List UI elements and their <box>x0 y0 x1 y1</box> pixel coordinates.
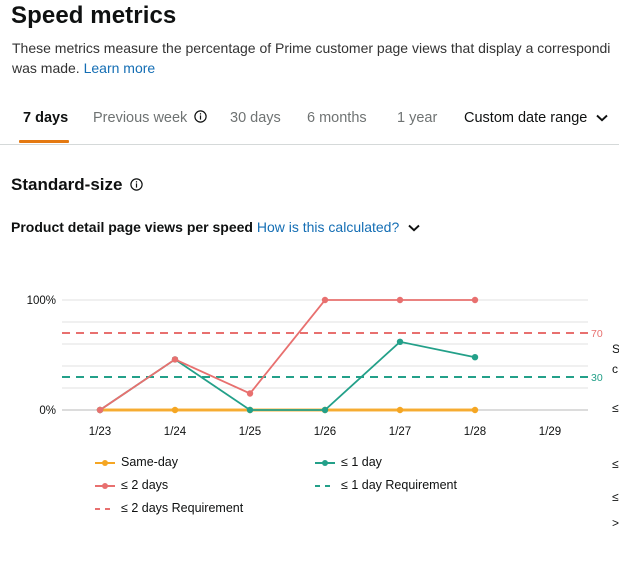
chevron-down-icon <box>596 114 609 122</box>
y-tick-label: 100% <box>27 295 56 307</box>
legend-label: ≤ 2 days Requirement <box>121 501 244 515</box>
chart-subheading: Product detail page views per speed How … <box>11 219 420 235</box>
legend-line-swatch <box>95 460 115 466</box>
legend-item[interactable]: ≤ 1 day <box>315 455 382 469</box>
description-text-line2: was made. <box>12 60 80 76</box>
tab-label: Previous week <box>93 110 188 126</box>
tab-label: 30 days <box>230 110 281 126</box>
data-point <box>396 296 404 304</box>
data-point <box>471 296 479 304</box>
data-point <box>171 356 179 363</box>
tab-7-days[interactable]: 7 days <box>23 110 68 126</box>
info-icon[interactable] <box>194 110 208 123</box>
info-icon[interactable] <box>130 178 143 191</box>
tab-custom-date-range[interactable]: Custom date range <box>464 110 609 126</box>
series-line <box>99 340 476 411</box>
series-line <box>99 299 475 411</box>
page-title: Speed metrics <box>11 2 177 29</box>
how-calculated-link[interactable]: How is this calculated? <box>256 219 400 235</box>
legend-item[interactable]: ≤ 2 days <box>95 478 168 492</box>
tab-label: 7 days <box>23 110 69 126</box>
reference-line-label: 70 <box>591 328 603 340</box>
y-tick-label: 0% <box>39 405 56 417</box>
tab-6-months[interactable]: 6 months <box>307 110 367 126</box>
legend-item[interactable]: Same-day <box>95 455 178 469</box>
legend-item[interactable]: ≤ 1 day Requirement <box>315 478 457 492</box>
x-tick-label: 1/27 <box>389 426 411 438</box>
x-tick-label: 1/24 <box>164 426 187 438</box>
data-point <box>246 390 254 397</box>
data-point <box>396 406 404 414</box>
data-point <box>471 354 479 361</box>
description-text: These metrics measure the percentage of … <box>12 40 611 56</box>
data-point <box>396 338 404 345</box>
legend-dash-swatch <box>315 485 335 487</box>
tab-label: 1 year <box>397 110 438 126</box>
reference-line-label: 30 <box>591 372 603 384</box>
data-point <box>321 296 329 304</box>
x-tick-label: 1/26 <box>314 426 336 438</box>
legend-label: ≤ 2 days <box>121 478 169 492</box>
x-tick-label: 1/25 <box>239 426 261 438</box>
x-tick-label: 1/29 <box>539 426 561 438</box>
tab-previous-week[interactable]: Previous week <box>93 110 208 126</box>
active-tab-indicator <box>19 140 69 143</box>
legend-item[interactable]: ≤ 2 days Requirement <box>95 501 243 515</box>
date-range-tabs: 7 days Previous week 30 days 6 months 1 … <box>0 106 619 145</box>
tab-label: Custom date range <box>464 110 588 126</box>
x-tick-label: 1/28 <box>464 426 486 438</box>
side-panel-fragment: ≤ <box>612 457 619 471</box>
data-point <box>471 406 479 414</box>
legend-label: Same-day <box>121 455 178 469</box>
tab-1-year[interactable]: 1 year <box>397 110 437 126</box>
legend-line-swatch <box>95 483 115 489</box>
side-panel-fragment: S <box>612 342 619 356</box>
page-description: These metrics measure the percentage of … <box>12 38 619 78</box>
learn-more-link[interactable]: Learn more <box>83 60 156 76</box>
data-point <box>96 406 104 414</box>
tab-label: 6 months <box>307 110 367 126</box>
chart-subheading-label: Product detail page views per speed <box>11 219 253 235</box>
side-panel-fragment: ≤ <box>612 490 619 504</box>
side-panel-fragment: > <box>612 516 619 530</box>
section-title-text: Standard-size <box>11 175 123 194</box>
legend-label: ≤ 1 day Requirement <box>341 478 457 492</box>
chevron-down-icon[interactable] <box>408 224 420 232</box>
legend-label: ≤ 1 day <box>341 455 382 469</box>
legend-dash-swatch <box>95 508 115 510</box>
data-point <box>171 406 179 414</box>
side-panel-fragment: ≤ <box>612 401 619 415</box>
data-point <box>246 406 254 414</box>
side-panel-fragment: c <box>612 362 618 376</box>
section-title: Standard-size <box>11 175 143 195</box>
tab-30-days[interactable]: 30 days <box>230 110 281 126</box>
data-point <box>321 406 329 414</box>
speed-line-chart: 100% 0% 30 70 1/23 1/24 1/25 1/26 1/27 1/28 1/29 <box>27 295 603 438</box>
legend-line-swatch <box>315 460 335 466</box>
x-tick-label: 1/23 <box>89 426 111 438</box>
